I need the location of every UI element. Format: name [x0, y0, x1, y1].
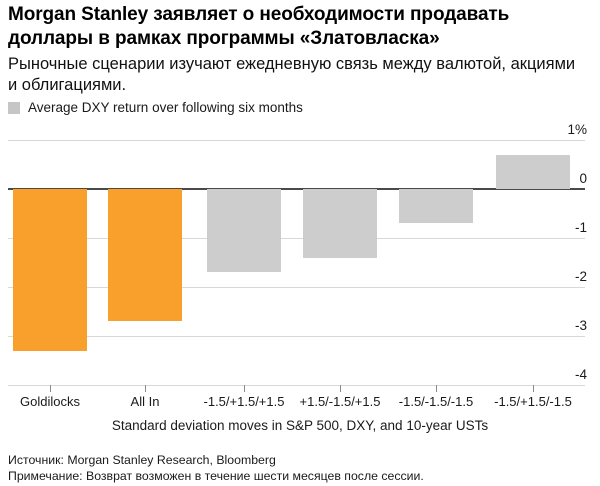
note-line: Примечание: Возврат возможен в течение ш… — [8, 468, 424, 483]
x-axis-tick — [435, 385, 437, 392]
y-tick-label: -4 — [574, 367, 587, 382]
x-category-label: +1.5/-1.5/+1.5 — [299, 394, 381, 409]
y-tick-label: -1 — [574, 220, 587, 235]
chart-bar — [108, 189, 182, 321]
footer: Источник: Morgan Stanley Research, Bloom… — [8, 453, 596, 484]
gridline — [8, 384, 585, 386]
page-subtitle: Рыночные сценарии изучают ежедневную свя… — [8, 55, 576, 94]
x-axis-tick — [243, 385, 245, 392]
zero-line — [8, 188, 585, 190]
gridline — [8, 286, 585, 288]
chart-bar — [303, 189, 377, 258]
gridline — [8, 335, 585, 337]
x-category-label: -1.5/+1.5/-1.5 — [494, 394, 572, 409]
y-tick-label: -2 — [574, 269, 587, 284]
x-axis-tick — [532, 385, 534, 392]
legend-label: Average DXY return over following six mo… — [28, 100, 303, 115]
x-axis-tick — [339, 385, 341, 392]
gridline — [8, 139, 585, 141]
chart-legend: Average DXY return over following six mo… — [8, 100, 303, 115]
chart-bar — [496, 155, 570, 189]
page-title: Morgan Stanley заявляет о необходимости … — [8, 4, 510, 49]
chart-bar — [13, 189, 87, 351]
bar-chart-plot: 1% 0 -1 -2 -3 -4 Goldilocks All In -1.5/+1.5/+1.… — [0, 122, 600, 409]
chart-bar — [399, 189, 473, 223]
x-axis-title: Standard deviation moves in S&P 500, DXY… — [111, 418, 489, 433]
y-tick-label: -3 — [574, 318, 587, 333]
x-axis-tick — [49, 385, 51, 392]
source-line: Источник: Morgan Stanley Research, Bloom… — [8, 453, 276, 467]
x-category-label: -1.5/+1.5/+1.5 — [203, 394, 285, 409]
chart-bar — [207, 189, 281, 272]
x-category-label: Goldilocks — [20, 394, 80, 409]
x-category-label: All In — [130, 394, 160, 409]
legend-swatch-icon — [8, 101, 20, 114]
gridline — [8, 237, 585, 239]
x-category-label: -1.5/-1.5/-1.5 — [398, 394, 474, 409]
y-tick-label: 1% — [567, 122, 587, 137]
y-tick-label: 0 — [579, 171, 587, 186]
x-axis-tick — [144, 385, 146, 392]
